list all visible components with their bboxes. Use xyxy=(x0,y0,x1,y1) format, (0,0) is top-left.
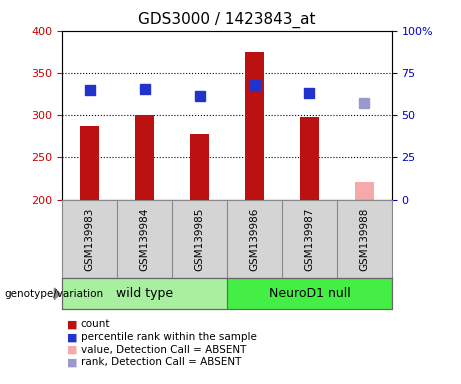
Title: GDS3000 / 1423843_at: GDS3000 / 1423843_at xyxy=(138,12,316,28)
Text: GSM139983: GSM139983 xyxy=(85,207,95,271)
Bar xyxy=(62,278,227,309)
Text: GSM139986: GSM139986 xyxy=(249,207,260,271)
Text: NeuroD1 null: NeuroD1 null xyxy=(269,287,350,300)
Bar xyxy=(227,278,392,309)
Bar xyxy=(300,117,319,200)
Bar xyxy=(135,115,154,200)
Text: wild type: wild type xyxy=(116,287,173,300)
Bar xyxy=(190,134,209,200)
FancyArrow shape xyxy=(54,288,60,300)
Text: rank, Detection Call = ABSENT: rank, Detection Call = ABSENT xyxy=(81,358,241,367)
Text: ■: ■ xyxy=(67,319,77,329)
Bar xyxy=(80,126,99,200)
Text: GSM139987: GSM139987 xyxy=(304,207,314,271)
Text: GSM139988: GSM139988 xyxy=(360,207,369,271)
Bar xyxy=(245,52,264,200)
Text: GSM139985: GSM139985 xyxy=(195,207,205,271)
Text: ■: ■ xyxy=(67,358,77,367)
Text: count: count xyxy=(81,319,110,329)
Text: value, Detection Call = ABSENT: value, Detection Call = ABSENT xyxy=(81,345,246,355)
Text: ■: ■ xyxy=(67,345,77,355)
Text: percentile rank within the sample: percentile rank within the sample xyxy=(81,332,257,342)
Text: GSM139984: GSM139984 xyxy=(140,207,150,271)
Text: genotype/variation: genotype/variation xyxy=(5,289,104,299)
Bar xyxy=(355,182,374,200)
Text: ■: ■ xyxy=(67,332,77,342)
